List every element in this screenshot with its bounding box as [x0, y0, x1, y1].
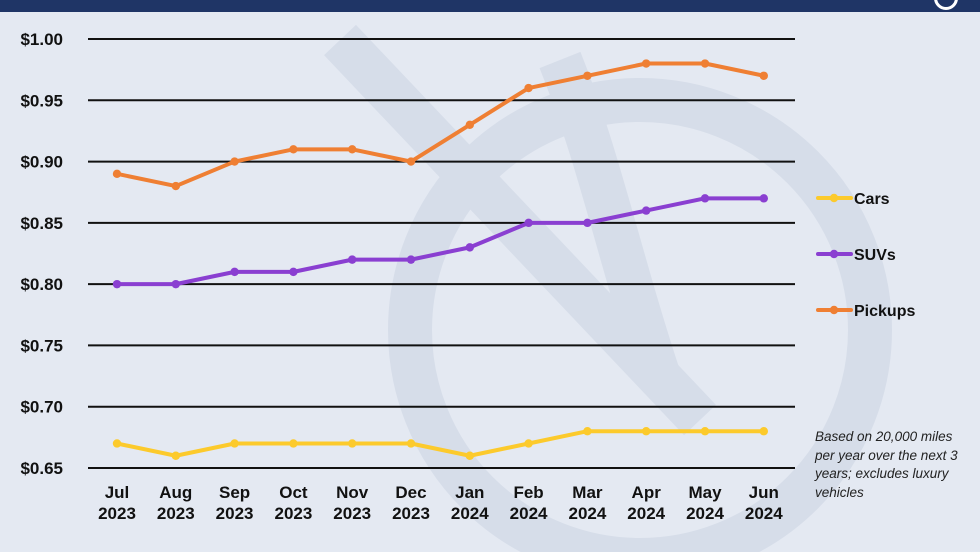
series-line-cars — [115, 429, 766, 458]
x-tick-label-aug-2023: Aug 2023 — [157, 483, 195, 523]
data-point-pickups-sep-2023 — [230, 157, 239, 166]
data-point-cars-sep-2023 — [230, 439, 239, 448]
x-tick-label-feb-2024: Feb 2024 — [510, 483, 548, 523]
x-tick-label-sep-2023: Sep 2023 — [216, 483, 254, 523]
data-point-pickups-dec-2023 — [406, 157, 416, 166]
data-point-cars-nov-2023 — [348, 439, 357, 448]
data-point-pickups-oct-2023 — [289, 145, 298, 154]
gridlines — [88, 38, 795, 469]
data-point-suvs-nov-2023 — [348, 255, 357, 264]
data-point-cars-jan-2024 — [465, 451, 474, 460]
series-lines — [112, 59, 768, 460]
data-point-suvs-jan-2024 — [465, 243, 474, 252]
data-point-cars-apr-2024 — [642, 427, 651, 436]
legend: Cars SUVs Pickups — [816, 191, 915, 320]
data-point-pickups-apr-2024 — [642, 59, 651, 68]
legend-label-suvs: SUVs — [854, 247, 896, 264]
x-axis-tick-labels: Jul 2023 Aug 2023 Sep 2023 Oct 2023 Nov 2023 Dec 20… — [98, 483, 783, 523]
header-bar — [0, 0, 980, 12]
data-point-suvs-may-2024 — [700, 194, 710, 203]
x-tick-label-nov-2023: Nov 2023 — [333, 483, 371, 523]
data-point-cars-jul-2023 — [112, 439, 122, 448]
y-tick-label-0-80: $0.80 — [20, 275, 63, 294]
legend-item-suvs: SUVs — [816, 247, 896, 264]
y-tick-label-0-90: $0.90 — [20, 153, 63, 172]
legend-item-cars: Cars — [816, 191, 890, 208]
data-point-suvs-oct-2023 — [289, 267, 298, 277]
data-point-cars-may-2024 — [700, 427, 710, 436]
series-suvs — [112, 194, 768, 289]
legend-marker-cars — [829, 193, 839, 203]
data-point-pickups-feb-2024 — [524, 83, 533, 93]
data-point-pickups-mar-2024 — [583, 71, 592, 80]
legend-marker-pickups — [829, 305, 839, 315]
data-point-pickups-jan-2024 — [465, 120, 474, 129]
legend-label-cars: Cars — [854, 191, 890, 208]
x-tick-label-jan-2024: Jan 2024 — [451, 483, 489, 523]
series-pickups — [112, 59, 768, 191]
footnote: Based on 20,000 miles per year over the … — [815, 429, 958, 500]
data-point-suvs-jul-2023 — [112, 279, 122, 289]
legend-marker-suvs — [829, 249, 839, 259]
data-point-cars-aug-2023 — [171, 451, 180, 460]
data-point-pickups-jun-2024 — [759, 71, 768, 80]
y-tick-label-1-00: $1.00 — [20, 30, 63, 49]
x-tick-label-mar-2024: Mar 2024 — [568, 483, 606, 523]
y-tick-label-0-65: $0.65 — [20, 459, 63, 478]
data-point-pickups-may-2024 — [700, 59, 710, 68]
x-tick-label-apr-2024: Apr 2024 — [627, 483, 665, 523]
data-point-suvs-apr-2024 — [642, 206, 651, 215]
data-point-suvs-dec-2023 — [406, 255, 416, 264]
y-tick-label-0-70: $0.70 — [20, 398, 63, 417]
x-tick-label-jun-2024: Jun 2024 — [745, 483, 783, 523]
data-point-cars-mar-2024 — [583, 427, 592, 436]
data-point-suvs-sep-2023 — [230, 267, 239, 277]
y-axis-tick-labels: $1.00 $0.95 $0.90 $0.85 $0.80 $0.75 $0.70 $0.65 — [20, 30, 63, 478]
data-point-suvs-feb-2024 — [524, 218, 533, 228]
x-tick-label-may-2024: May 2024 — [686, 483, 724, 523]
data-point-pickups-nov-2023 — [348, 145, 357, 154]
x-tick-label-oct-2023: Oct 2023 — [274, 483, 312, 523]
series-line-pickups — [115, 61, 766, 189]
legend-item-pickups: Pickups — [816, 303, 915, 320]
data-point-cars-dec-2023 — [406, 439, 416, 448]
x-tick-label-dec-2023: Dec 2023 — [392, 483, 430, 523]
y-tick-label-0-75: $0.75 — [20, 336, 63, 355]
data-point-suvs-mar-2024 — [583, 218, 592, 228]
x-tick-label-jul-2023: Jul 2023 — [98, 483, 136, 523]
series-cars — [112, 427, 768, 460]
data-point-cars-jun-2024 — [759, 427, 768, 436]
data-point-suvs-aug-2023 — [171, 279, 180, 289]
y-tick-label-0-85: $0.85 — [20, 214, 63, 233]
legend-label-pickups: Pickups — [854, 303, 915, 320]
series-line-suvs — [115, 196, 766, 287]
data-point-cars-oct-2023 — [289, 439, 298, 448]
data-point-suvs-jun-2024 — [759, 194, 768, 203]
background-watermark — [324, 24, 892, 552]
data-point-cars-feb-2024 — [524, 439, 533, 448]
data-point-pickups-jul-2023 — [112, 169, 122, 179]
y-tick-label-0-95: $0.95 — [20, 91, 63, 110]
data-point-pickups-aug-2023 — [171, 181, 180, 191]
